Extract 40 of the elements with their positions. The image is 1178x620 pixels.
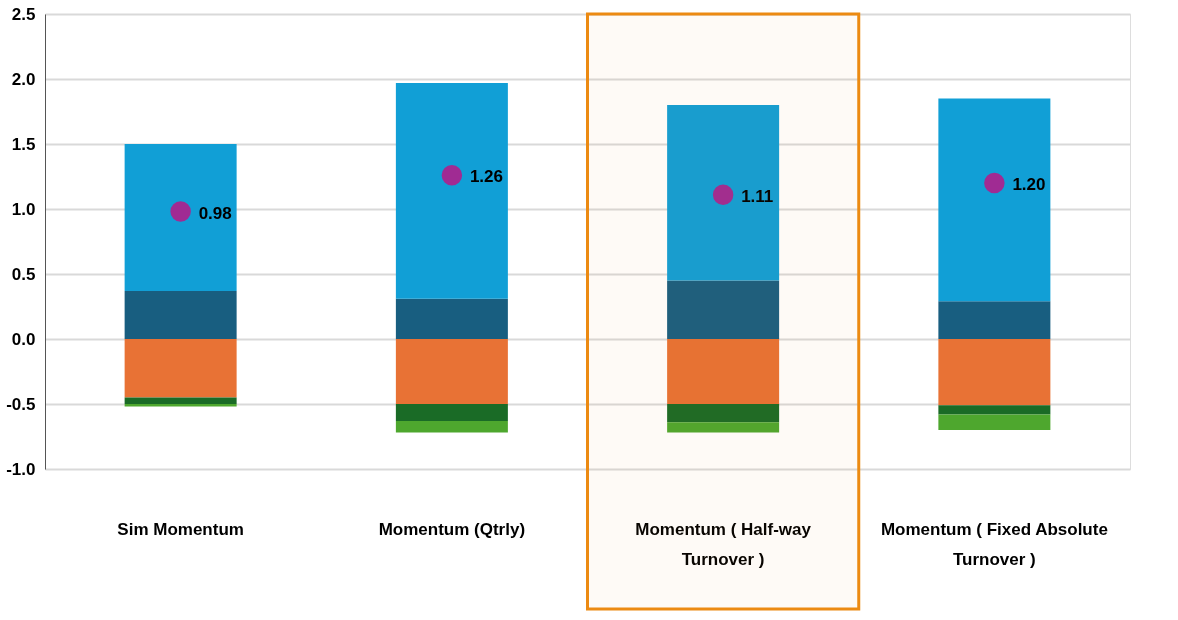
bar <box>124 404 237 407</box>
data-label: 1.20 <box>1012 175 1046 194</box>
point <box>712 184 734 205</box>
data-label: 1.11 <box>741 186 774 206</box>
point <box>441 164 463 186</box>
bar <box>667 105 780 281</box>
bar <box>938 339 1051 406</box>
bar <box>667 339 780 404</box>
y-tick-label: 2.0 <box>11 69 36 89</box>
point <box>984 172 1005 194</box>
y-tick-label: -1.0 <box>6 459 36 479</box>
bar <box>124 397 237 404</box>
bar <box>938 98 1051 302</box>
y-tick-label: -0.5 <box>6 394 36 414</box>
y-tick-label: 1.0 <box>11 199 36 219</box>
data-label: 0.98 <box>198 203 232 223</box>
bar <box>395 420 508 433</box>
bar <box>124 290 237 339</box>
y-tick-label: 1.5 <box>11 134 36 154</box>
x-tick-label: Momentum ( Half-way Turnover ) <box>635 519 812 569</box>
data-label: 1.26 <box>469 167 503 187</box>
bar <box>938 414 1051 430</box>
bar <box>667 404 780 423</box>
point <box>170 201 191 222</box>
y-tick-label: 2.5 <box>11 4 36 24</box>
y-tick-label: 0.0 <box>11 329 36 349</box>
bar <box>395 82 508 299</box>
bar <box>124 339 237 398</box>
bar <box>395 298 508 339</box>
x-tick-label: Momentum (Qtrly) <box>378 519 526 539</box>
bar <box>124 144 237 291</box>
x-tick-label: Momentum ( Fixed Absolute Turnover ) <box>880 519 1108 569</box>
bar <box>938 301 1051 339</box>
y-tick-label: 0.5 <box>11 264 36 284</box>
bar <box>667 422 780 433</box>
bar <box>395 404 508 421</box>
bar <box>395 339 508 404</box>
bar <box>938 405 1051 415</box>
bar <box>667 280 780 339</box>
x-tick-label: Sim Momentum <box>117 519 244 539</box>
